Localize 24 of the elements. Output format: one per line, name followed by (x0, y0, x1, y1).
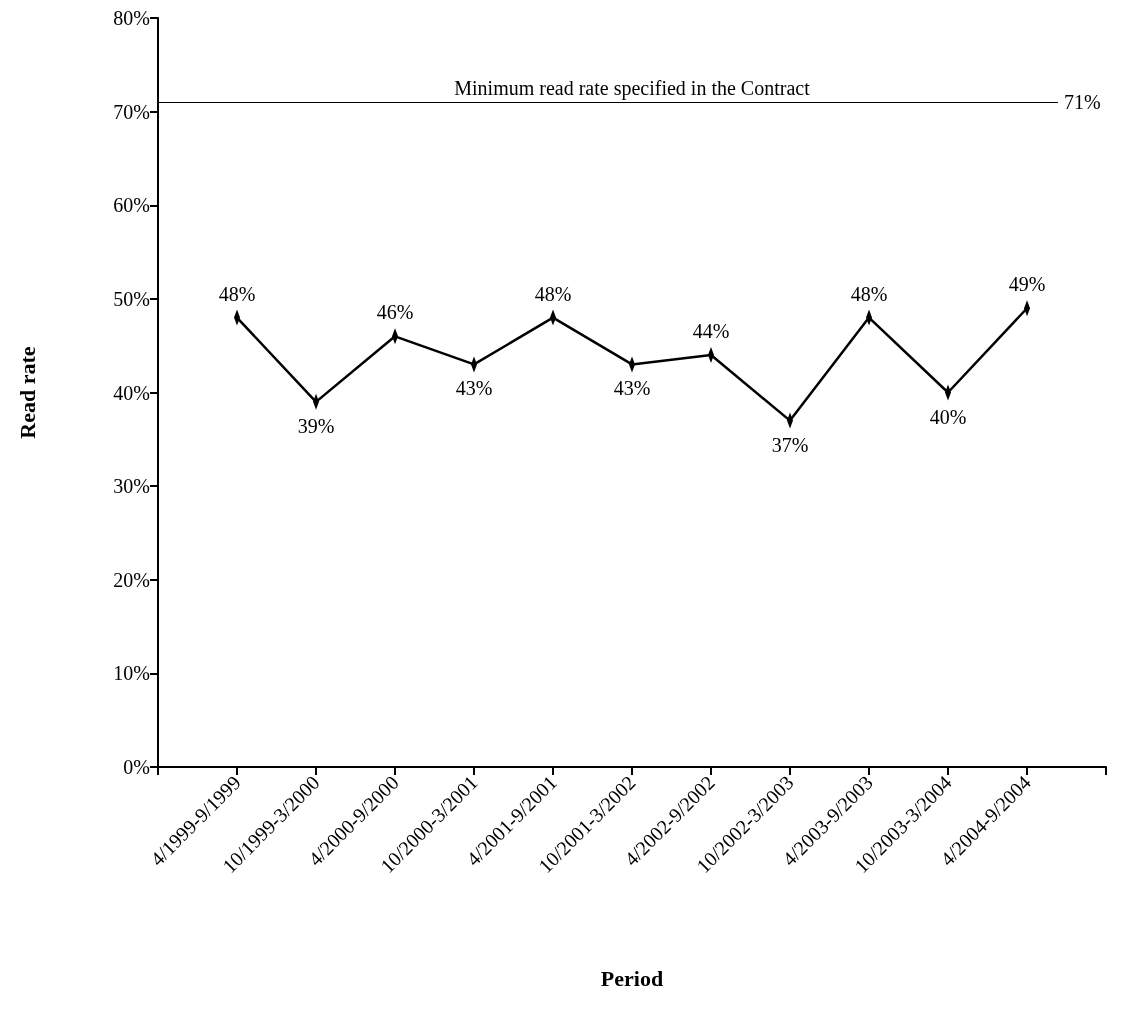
data-label: 40% (929, 405, 967, 428)
annotation: 71% (1064, 91, 1101, 114)
y-tick-label: 20% (113, 568, 150, 591)
y-tick-label: 30% (113, 475, 150, 498)
data-label: 43% (455, 377, 493, 400)
y-axis-title: Read rate (14, 346, 40, 439)
data-label: 48% (534, 282, 572, 305)
data-label: 43% (613, 377, 651, 400)
y-tick-label: 40% (113, 381, 150, 404)
data-label: 37% (771, 433, 809, 456)
y-tick-label: 60% (113, 194, 150, 217)
data-label: 39% (297, 414, 335, 437)
y-tick-label: 10% (113, 662, 150, 685)
data-label: 48% (218, 282, 256, 305)
data-label: 46% (376, 301, 414, 324)
data-label: 44% (692, 320, 730, 343)
data-label: 49% (1008, 273, 1046, 296)
data-label: 48% (850, 282, 888, 305)
y-tick-label: 70% (113, 100, 150, 123)
ref-line-label: Minimum read rate specified in the Contract (454, 77, 811, 101)
y-tick-label: 50% (113, 287, 150, 310)
y-tick-label: 80% (113, 7, 150, 29)
y-tick-label: 0% (123, 756, 150, 778)
x-axis-title: Period (600, 965, 664, 991)
